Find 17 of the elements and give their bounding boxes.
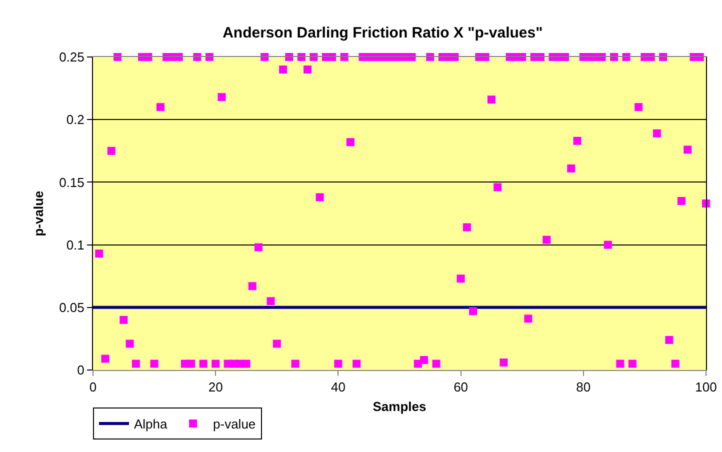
x-axis-title: Samples bbox=[372, 399, 426, 414]
y-tick-label: 0.15 bbox=[59, 174, 84, 190]
legend-label: p-value bbox=[213, 416, 256, 432]
y-axis-title: p-value bbox=[31, 190, 46, 236]
y-tick-label: 0.1 bbox=[66, 237, 84, 252]
x-tick-label: 20 bbox=[208, 380, 223, 395]
y-tick-label: 0 bbox=[77, 362, 84, 378]
y-tick-label: 0.2 bbox=[66, 112, 84, 128]
chart-title: Anderson Darling Friction Ratio X "p-values" bbox=[222, 24, 543, 42]
y-tick-label: 0.25 bbox=[59, 50, 84, 65]
x-tick-label: 60 bbox=[454, 380, 468, 395]
x-tick-label: 80 bbox=[576, 380, 591, 395]
x-tick-label: 100 bbox=[695, 380, 717, 395]
x-tick-label: 0 bbox=[89, 380, 97, 395]
legend-label: Alpha bbox=[134, 416, 168, 432]
y-tick-label: 0.05 bbox=[59, 300, 84, 315]
x-tick-label: 40 bbox=[330, 380, 346, 395]
